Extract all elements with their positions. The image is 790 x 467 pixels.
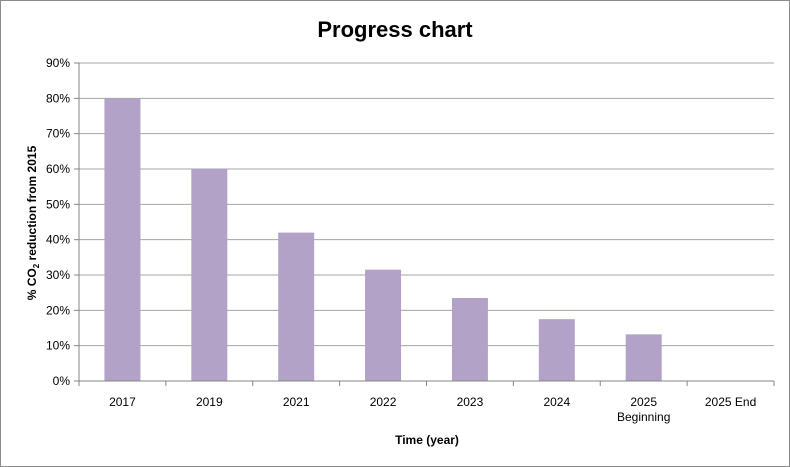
chart-title: Progress chart: [317, 17, 473, 42]
x-tick-label: 2024: [543, 395, 570, 409]
x-tick-labels: 2017 2019 2021 2022 2023 2024 2025 Beginning 202…: [109, 395, 756, 424]
y-axis-title: % CO2 reduction from 2015: [25, 145, 41, 300]
y-tick-label: 90%: [46, 56, 70, 70]
x-tick-label: 2025 Beginning: [617, 395, 670, 424]
x-axis-title: Time (year): [395, 433, 459, 447]
y-tick-label: 80%: [46, 91, 70, 105]
y-tick-label: 50%: [46, 197, 70, 211]
bar: [365, 269, 402, 381]
y-axis-title-subscript: 2: [32, 263, 41, 268]
x-tick-label: 2023: [457, 395, 484, 409]
y-tick-label: 70%: [46, 127, 70, 141]
y-tick-label: 30%: [46, 268, 70, 282]
y-tick-labels: 0% 10% 20% 30% 40% 50% 60% 70% 80% 90%: [46, 56, 70, 388]
y-tick-label: 40%: [46, 233, 70, 247]
y-tick-label: 10%: [46, 339, 70, 353]
y-axis-title-prefix: % CO: [25, 268, 39, 300]
y-tick-label: 0%: [53, 374, 71, 388]
y-axis-title-suffix: reduction from 2015: [25, 145, 39, 263]
bar: [191, 169, 228, 381]
gridlines: [79, 62, 774, 347]
bar: [278, 232, 315, 381]
bar: [538, 319, 575, 381]
x-tick-label: 2022: [370, 395, 397, 409]
x-tick-label: 2025 End: [705, 395, 756, 409]
y-tick-label: 20%: [46, 303, 70, 317]
bars: [104, 98, 662, 381]
bar: [625, 334, 662, 381]
bar: [451, 297, 488, 381]
axes: [74, 62, 775, 386]
x-tick-label: 2021: [283, 395, 310, 409]
bar: [104, 98, 141, 381]
y-tick-label: 60%: [46, 162, 70, 176]
x-tick-label: 2017: [109, 395, 136, 409]
x-tick-label: 2019: [196, 395, 223, 409]
